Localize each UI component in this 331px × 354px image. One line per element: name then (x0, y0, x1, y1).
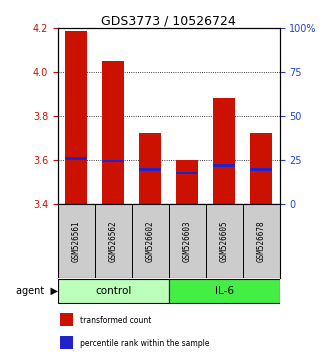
Text: control: control (95, 286, 131, 296)
Text: GSM526605: GSM526605 (220, 220, 229, 262)
Bar (176, 172, 198, 174)
Text: agent  ▶: agent ▶ (16, 286, 58, 296)
Text: GSM526678: GSM526678 (257, 220, 266, 262)
Text: percentile rank within the sample: percentile rank within the sample (80, 339, 210, 348)
Bar (102, 61, 124, 204)
Bar (176, 160, 198, 204)
Bar (139, 133, 162, 204)
Bar (139, 168, 162, 171)
Bar (250, 133, 272, 204)
Bar (65, 30, 87, 204)
Text: GSM526603: GSM526603 (183, 220, 192, 262)
Bar (213, 164, 235, 166)
Bar (169, 279, 280, 303)
Bar (250, 168, 272, 171)
Bar (102, 160, 124, 162)
Bar (65, 157, 87, 160)
Bar (58, 279, 169, 303)
Text: GSM526562: GSM526562 (109, 220, 118, 262)
Text: transformed count: transformed count (80, 316, 152, 325)
Text: IL-6: IL-6 (215, 286, 234, 296)
Text: GSM526602: GSM526602 (146, 220, 155, 262)
Text: GSM526561: GSM526561 (72, 220, 81, 262)
Bar (60, 313, 73, 326)
Bar (213, 98, 235, 204)
Bar (60, 336, 73, 349)
Title: GDS3773 / 10526724: GDS3773 / 10526724 (101, 14, 236, 27)
